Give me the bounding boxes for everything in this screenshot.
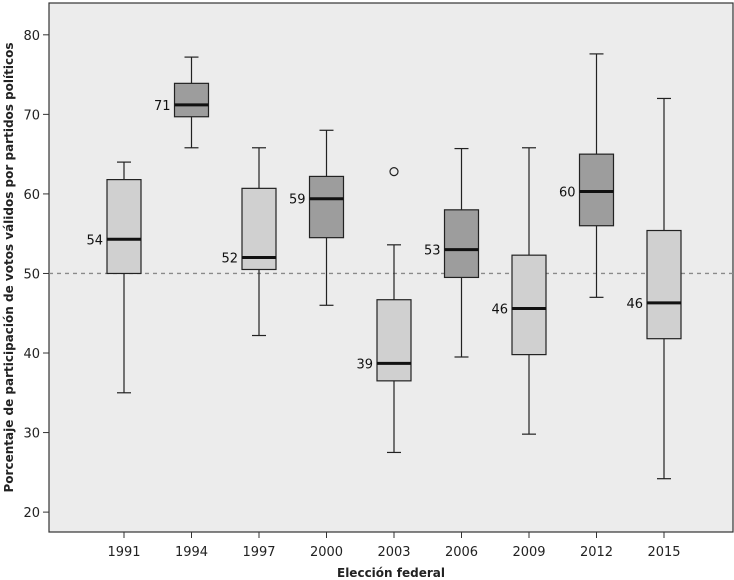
x-tick-label-1994: 1994	[175, 545, 208, 560]
x-tick-label-1997: 1997	[242, 545, 275, 560]
x-axis: 1991 1994 1997 2000 2003 2006 2009 2012 2015	[107, 532, 681, 560]
plot-area	[48, 2, 734, 533]
box-2009: 46	[491, 147, 547, 435]
x-tick-label-2015: 2015	[647, 545, 680, 560]
box-2006: 53	[424, 147, 480, 358]
box-2012: 60	[559, 53, 615, 298]
y-tick-label-60: 60	[23, 188, 40, 203]
y-tick-label-70: 70	[23, 108, 40, 123]
median-label-2009: 46	[491, 302, 508, 317]
median-label-2000: 59	[289, 193, 306, 208]
y-tick-label-50: 50	[23, 267, 40, 282]
x-tick-label-1991: 1991	[107, 545, 140, 560]
median-label-1997: 52	[221, 252, 238, 267]
box-2000: 59	[289, 129, 345, 306]
box-iqr-2000	[308, 175, 345, 239]
box-1997: 52	[221, 147, 277, 337]
box-iqr-2015	[646, 229, 682, 340]
median-label-2012: 60	[559, 186, 576, 201]
y-tick-label-20: 20	[23, 506, 40, 521]
median-label-1994: 71	[154, 99, 171, 114]
x-tick-label-2006: 2006	[445, 545, 478, 560]
median-label-1991: 54	[86, 233, 103, 248]
x-tick-label-2012: 2012	[580, 545, 613, 560]
median-label-2003: 39	[356, 357, 373, 372]
box-2003: 39	[356, 167, 412, 454]
box-iqr-2003	[376, 299, 412, 382]
box-iqr-1997	[241, 187, 277, 271]
y-tick-label-80: 80	[23, 29, 40, 44]
box-iqr-2012	[578, 153, 615, 227]
box-iqr-1994	[173, 82, 210, 118]
box-1994: 71	[154, 56, 210, 149]
x-tick-label-2009: 2009	[512, 545, 545, 560]
y-tick-label-40: 40	[23, 347, 40, 362]
x-axis-title: Elección federal	[337, 566, 445, 580]
y-axis: 20 30 40 50 60 70 80	[23, 29, 49, 521]
x-tick-label-2000: 2000	[310, 545, 343, 560]
box-1991: 54	[86, 161, 142, 394]
y-tick-label-30: 30	[23, 427, 40, 442]
box-iqr-2006	[443, 209, 480, 279]
median-label-2015: 46	[626, 297, 643, 312]
box-2015: 46	[626, 97, 682, 480]
y-axis-title: Porcentaje de participación de votos vál…	[2, 42, 16, 492]
box-iqr-1991	[106, 178, 142, 275]
median-label-2006: 53	[424, 244, 441, 259]
boxes-group: 54 71 52 59 39 53 46 60 46	[86, 53, 682, 480]
outlier-2003-0	[389, 167, 399, 177]
x-tick-label-2003: 2003	[377, 545, 410, 560]
box-iqr-2009	[511, 254, 547, 356]
